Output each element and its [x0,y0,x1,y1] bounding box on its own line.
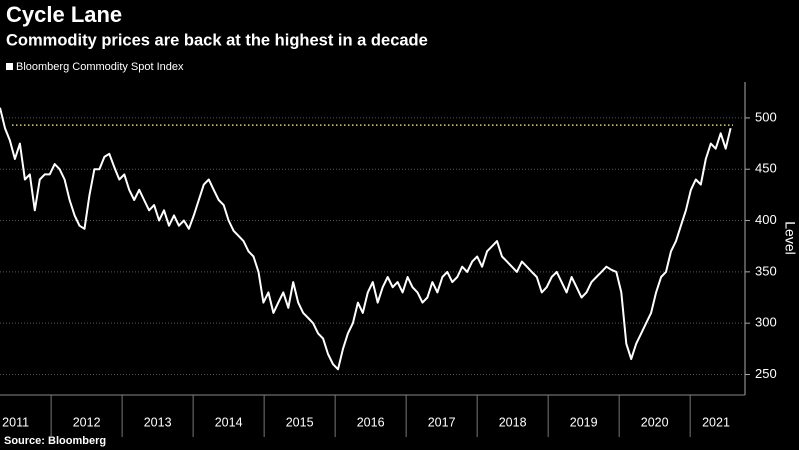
y-tick-label: 300 [755,315,777,330]
x-tick-label: 2011 [2,415,29,429]
x-tick-label: 2014 [215,415,243,429]
y-tick-label: 450 [755,161,777,176]
x-tick-label: 2020 [641,415,669,429]
x-tick-label: 2016 [357,415,385,429]
x-tick-label: 2012 [73,415,101,429]
x-tick-label: 2021 [702,415,730,429]
y-tick-label: 500 [755,109,777,124]
chart-title: Cycle Lane [6,2,122,27]
legend-swatch [6,63,13,70]
source: Source: Bloomberg [4,435,106,447]
x-tick-label: 2018 [499,415,527,429]
y-tick-label: 250 [755,366,777,381]
y-axis-label: Level [782,221,798,254]
chart-subtitle: Commodity prices are back at the highest… [6,31,428,49]
x-tick-label: 2015 [286,415,314,429]
x-tick-label: 2013 [144,415,172,429]
y-tick-label: 400 [755,212,777,227]
series-line [0,107,732,371]
legend-label: Bloomberg Commodity Spot Index [16,61,184,73]
x-tick-label: 2017 [428,415,456,429]
x-tick-label: 2019 [570,415,598,429]
y-tick-label: 350 [755,263,777,278]
plot-area [0,107,745,437]
